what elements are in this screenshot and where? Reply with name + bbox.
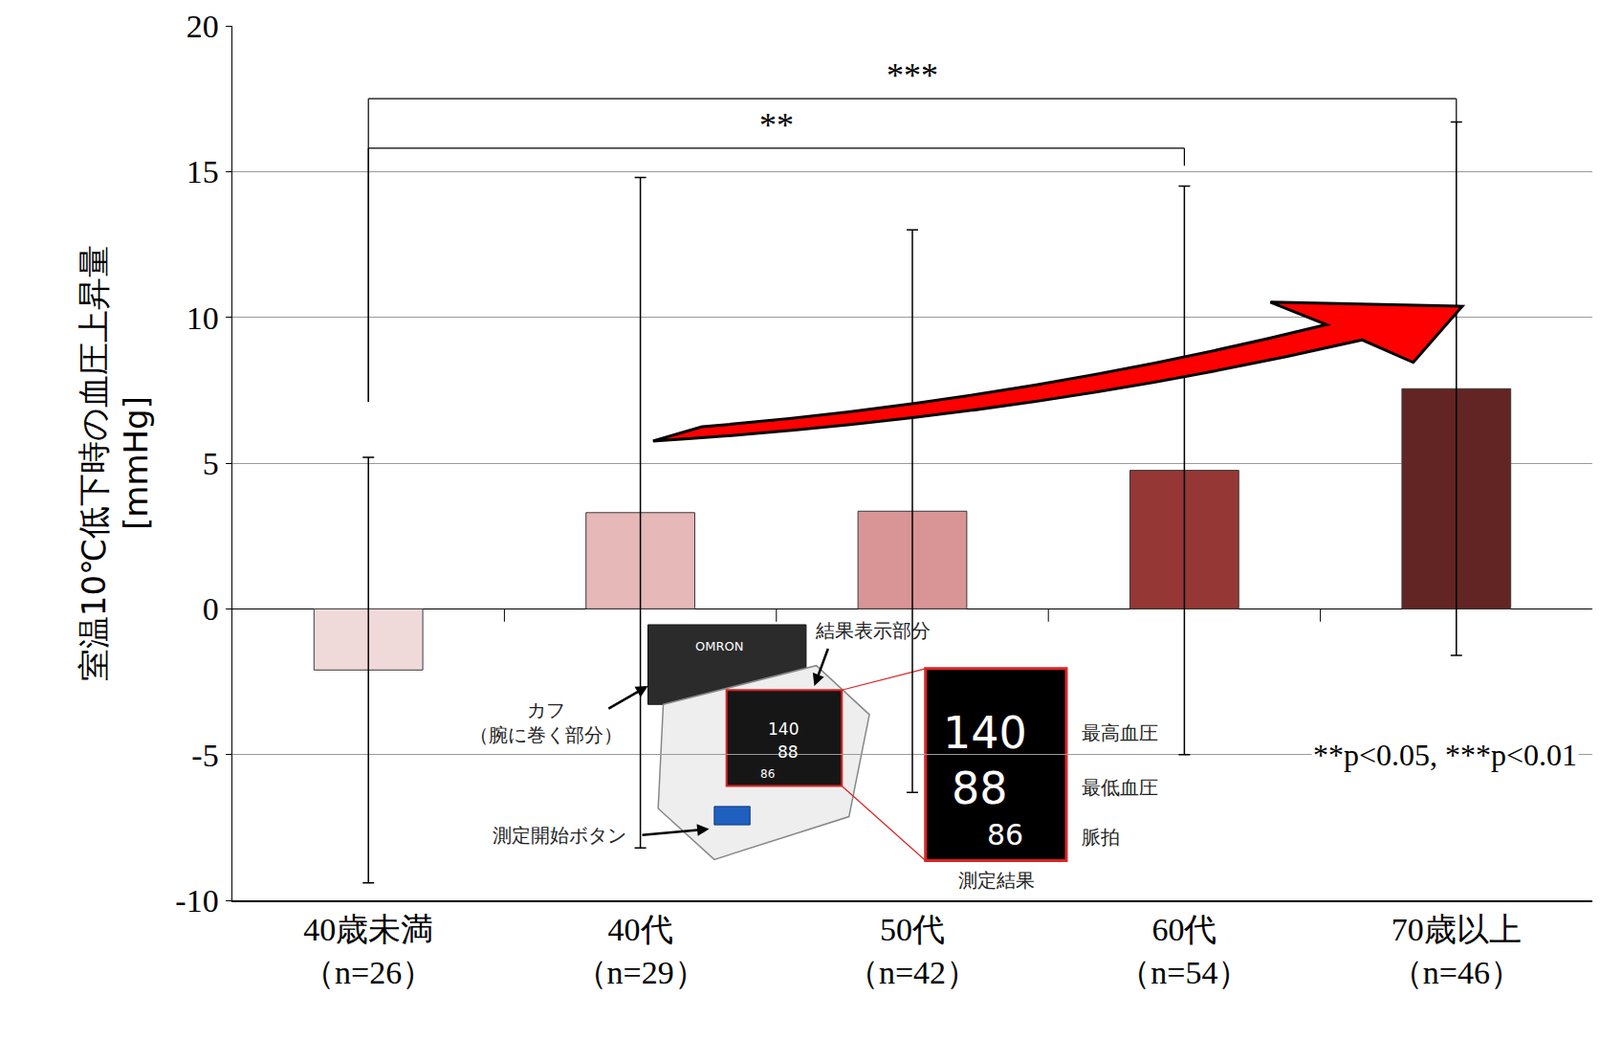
- svg-text:脈拍: 脈拍: [1081, 825, 1120, 849]
- svg-text:88: 88: [777, 742, 799, 762]
- svg-text:結果表示部分: 結果表示部分: [814, 618, 931, 642]
- svg-text:5: 5: [202, 445, 220, 482]
- svg-text:最高血圧: 最高血圧: [1081, 721, 1159, 745]
- svg-text:**: **: [759, 106, 794, 145]
- svg-text:室温10℃低下時の血圧上昇量[mmHg]: 室温10℃低下時の血圧上昇量[mmHg]: [74, 244, 155, 681]
- svg-text:最低血圧: 最低血圧: [1081, 775, 1159, 799]
- svg-text:86: 86: [986, 817, 1024, 852]
- svg-text:88: 88: [951, 762, 1009, 814]
- svg-text:40歳未満（n=26）: 40歳未満（n=26）: [302, 911, 435, 989]
- svg-text:**p<0.05, ***p<0.01: **p<0.05, ***p<0.01: [1313, 737, 1578, 772]
- svg-text:70歳以上（n=46）: 70歳以上（n=46）: [1390, 911, 1523, 989]
- svg-text:カフ（腕に巻く部分）: カフ（腕に巻く部分）: [469, 698, 623, 746]
- svg-text:10: 10: [186, 300, 220, 336]
- svg-text:測定結果: 測定結果: [958, 868, 1035, 892]
- svg-text:60代（n=54）: 60代（n=54）: [1117, 911, 1250, 989]
- svg-text:40代（n=29）: 40代（n=29）: [574, 911, 707, 989]
- svg-text:測定開始ボタン: 測定開始ボタン: [492, 823, 627, 847]
- svg-text:140: 140: [942, 706, 1028, 759]
- svg-text:0: 0: [202, 591, 220, 627]
- svg-text:140: 140: [767, 719, 799, 739]
- svg-text:86: 86: [760, 767, 775, 781]
- svg-text:***: ***: [886, 56, 939, 95]
- svg-text:OMRON: OMRON: [695, 638, 744, 654]
- svg-text:-10: -10: [175, 882, 219, 919]
- svg-text:-5: -5: [191, 737, 219, 773]
- svg-text:15: 15: [186, 153, 220, 190]
- svg-text:50代（n=42）: 50代（n=42）: [846, 911, 979, 989]
- svg-text:20: 20: [186, 8, 220, 44]
